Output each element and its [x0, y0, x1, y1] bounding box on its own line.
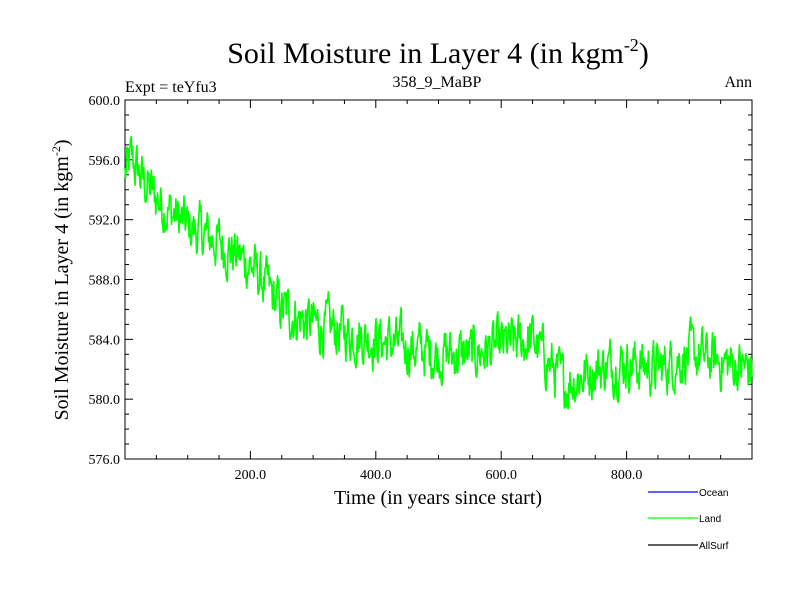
y-tick-label: 580.0 — [89, 393, 121, 408]
series-group — [124, 135, 753, 410]
x-tick-label: 600.0 — [485, 468, 517, 483]
x-axis-label: Time (in years since start) — [334, 487, 542, 509]
x-tick-label: 400.0 — [360, 468, 392, 483]
y-axis: 576.0 580.0 584.0 588.0 592.0 596.0 600.0 — [89, 94, 752, 468]
y-tick-label: 596.0 — [89, 154, 121, 169]
y-tick-label: 584.0 — [89, 333, 121, 348]
x-tick-label: 800.0 — [611, 468, 643, 483]
y-tick-label: 592.0 — [89, 214, 121, 229]
legend: Ocean Land AllSurf — [648, 488, 729, 552]
y-tick-label: 588.0 — [89, 274, 121, 289]
x-tick-label: 200.0 — [235, 468, 267, 483]
y-axis-label: Soil Moisture in Layer 4 (in kgm-2) — [49, 139, 73, 420]
y-tick-label: 600.0 — [89, 94, 121, 109]
plot-frame — [124, 99, 753, 460]
series-line-land — [124, 135, 753, 410]
subtitle-left: Expt = teYfu3 — [125, 79, 217, 96]
subtitle-right: Ann — [724, 74, 752, 91]
chart-title: Soil Moisture in Layer 4 (in kgm-2) — [227, 35, 649, 70]
legend-label-land: Land — [699, 514, 721, 525]
legend-label-ocean: Ocean — [699, 488, 728, 499]
subtitle-center: 358_9_MaBP — [393, 74, 482, 91]
y-tick-label: 576.0 — [89, 453, 121, 468]
legend-label-allsurf: AllSurf — [699, 541, 729, 552]
x-axis: 200.0 400.0 600.0 800.0 — [155, 100, 722, 483]
